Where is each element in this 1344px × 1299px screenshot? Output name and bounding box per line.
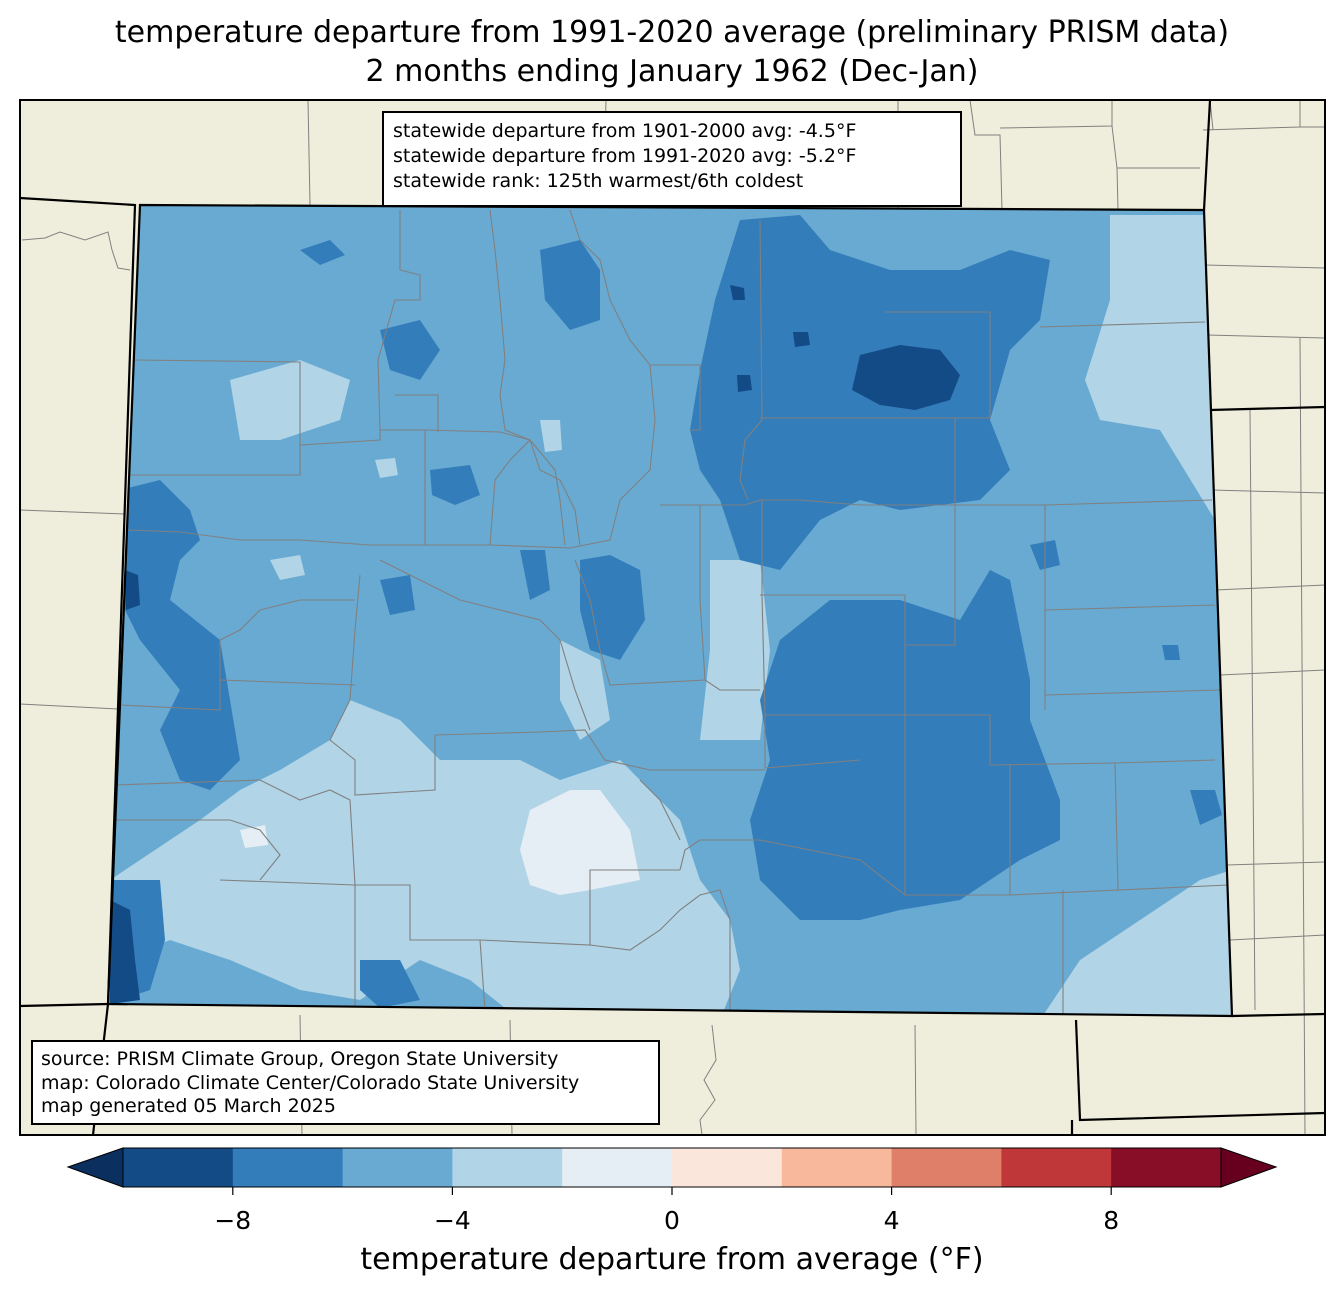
colorbar-tick-label: 4: [884, 1206, 900, 1235]
generated-date-line: map generated 05 March 2025: [41, 1095, 336, 1117]
source-credits-box: source: PRISM Climate Group, Oregon Stat…: [31, 1040, 660, 1125]
colorbar-bin-2: [342, 1148, 453, 1187]
colorbar: −8 −4 0 4 8: [66, 1147, 1278, 1235]
colorado-county-lines: [114, 209, 1229, 1016]
colorbar-bin-8: [1001, 1148, 1112, 1187]
map-frame: [19, 99, 1326, 1136]
stats-rank: statewide rank: 125th warmest/6th coldes…: [393, 170, 804, 192]
colorbar-under-arrow: [66, 1147, 124, 1188]
colorbar-tick-label: −8: [214, 1206, 251, 1235]
stats-line-1991-2020: statewide departure from 1991-2020 avg: …: [393, 145, 857, 167]
colorbar-tick-label: 0: [664, 1206, 680, 1235]
colorbar-over-arrow: [1220, 1147, 1278, 1188]
stats-line-1901-2000: statewide departure from 1901-2000 avg: …: [393, 120, 857, 142]
colorbar-bin-4: [562, 1148, 673, 1187]
map-subtitle: 2 months ending January 1962 (Dec-Jan): [365, 54, 979, 89]
colorbar-bin-0: [123, 1148, 234, 1187]
source-line: source: PRISM Climate Group, Oregon Stat…: [41, 1048, 559, 1070]
colorbar-bin-1: [232, 1148, 344, 1187]
state-boundaries: [19, 99, 1326, 1136]
colorbar-bin-7: [891, 1148, 1002, 1187]
colorbar-tick-label: 8: [1103, 1206, 1119, 1235]
colorbar-bin-9: [1111, 1148, 1222, 1187]
colorbar-ticks: −8 −4 0 4 8: [214, 1187, 1119, 1235]
colorbar-label: temperature departure from average (°F): [360, 1242, 984, 1277]
colorbar-bin-6: [781, 1148, 893, 1187]
departure-band-minus4-minus2: [110, 215, 1232, 1016]
map-title: temperature departure from 1991-2020 ave…: [114, 15, 1230, 50]
colorbar-tick-label: −4: [434, 1206, 471, 1235]
colorbar-bin-5: [672, 1148, 783, 1187]
map-credit-line: map: Colorado Climate Center/Colorado St…: [41, 1071, 580, 1094]
statewide-stats-box: statewide departure from 1901-2000 avg: …: [382, 111, 962, 207]
colorbar-bin-3: [452, 1148, 563, 1187]
colorado-departure-field: [108, 205, 1232, 1016]
departure-band-minus10-minus8: [110, 285, 960, 1004]
colorbar-bins: [123, 1148, 1222, 1187]
